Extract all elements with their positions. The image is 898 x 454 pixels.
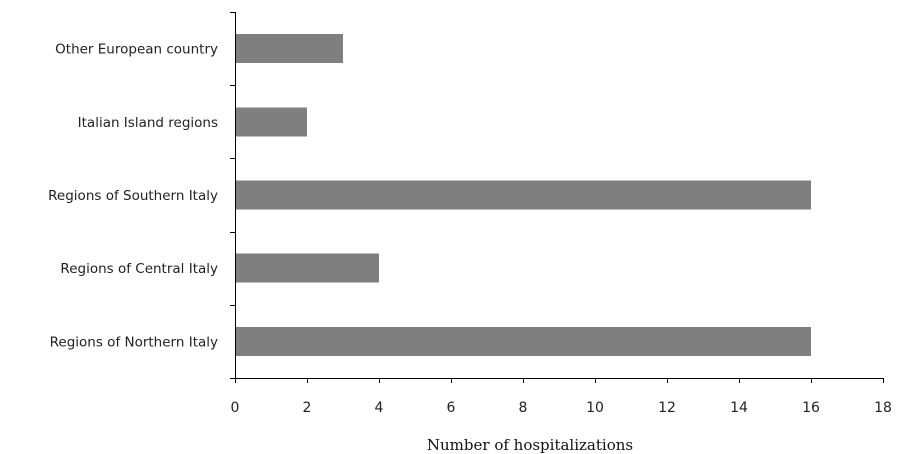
x-tick-labels: 0 2 4 6 8 10 12 14 16 18 bbox=[231, 400, 892, 416]
bar bbox=[235, 253, 379, 283]
x-tick-label: 4 bbox=[375, 400, 384, 416]
category-label: Regions of Southern Italy bbox=[48, 188, 218, 204]
x-tick-label: 2 bbox=[303, 400, 312, 416]
x-tick-label: 18 bbox=[874, 400, 892, 416]
bar bbox=[235, 107, 307, 137]
x-tick-label: 16 bbox=[802, 400, 820, 416]
x-tick-label: 10 bbox=[586, 400, 604, 416]
category-label: Regions of Central Italy bbox=[60, 261, 218, 277]
x-tick-label: 0 bbox=[231, 400, 240, 416]
category-label: Regions of Northern Italy bbox=[50, 334, 218, 350]
x-ticks bbox=[235, 378, 884, 383]
x-tick-label: 6 bbox=[447, 400, 456, 416]
bar bbox=[235, 326, 811, 356]
bar bbox=[235, 34, 343, 64]
category-labels: Other European country Italian Island reg… bbox=[48, 42, 218, 351]
bars-layer bbox=[235, 34, 811, 356]
x-tick-label: 12 bbox=[658, 400, 676, 416]
category-label: Italian Island regions bbox=[78, 115, 218, 131]
x-axis-title: Number of hospitalizations bbox=[427, 436, 633, 454]
x-tick-label: 8 bbox=[519, 400, 528, 416]
y-ticks bbox=[230, 12, 235, 379]
bar bbox=[235, 180, 811, 210]
category-label: Other European country bbox=[55, 42, 218, 58]
x-tick-label: 14 bbox=[730, 400, 748, 416]
